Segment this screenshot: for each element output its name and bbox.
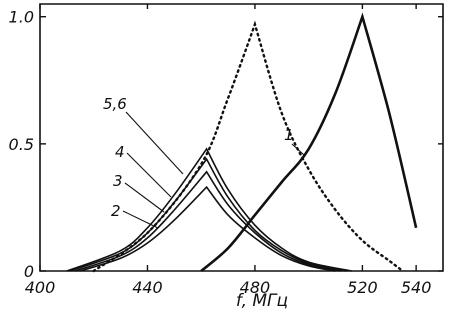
curve-dotted xyxy=(92,20,404,273)
curve-label-5-6-leader xyxy=(125,111,184,175)
y-tick-label: 1.0 xyxy=(9,8,34,27)
curve-label-3-leader xyxy=(124,182,165,213)
curve-label-1-leader xyxy=(291,143,305,156)
curve-label-2-leader xyxy=(122,210,159,229)
curve-4 xyxy=(69,157,347,272)
y-tick-label: 0.5 xyxy=(9,135,34,154)
x-tick-label: 480 xyxy=(240,278,271,297)
curve-label-5-6: 5,6 xyxy=(103,95,127,113)
axis-ticks: 400 440 480 520 540 0 0.5 1.0 xyxy=(9,4,443,297)
curve-5-6 xyxy=(66,147,352,272)
x-tick-label: 540 xyxy=(401,278,432,297)
curve-label-1: 1 xyxy=(284,126,294,144)
curve-labels: 1 2 3 4 5,6 xyxy=(103,95,305,229)
x-axis-title: f, МГц xyxy=(236,291,288,311)
curve-label-4-leader xyxy=(126,152,172,198)
x-tick-label: 520 xyxy=(347,278,378,297)
curve-label-3: 3 xyxy=(113,172,123,190)
curve-label-4: 4 xyxy=(115,143,125,161)
curve-2 xyxy=(80,185,336,272)
y-tick-label: 0 xyxy=(24,262,34,281)
curve-1 xyxy=(200,12,418,272)
curve-3 xyxy=(74,170,342,272)
x-tick-label: 400 xyxy=(25,278,56,297)
curve-label-2: 2 xyxy=(111,202,121,220)
curves xyxy=(66,12,418,273)
x-tick-label: 440 xyxy=(132,278,163,297)
